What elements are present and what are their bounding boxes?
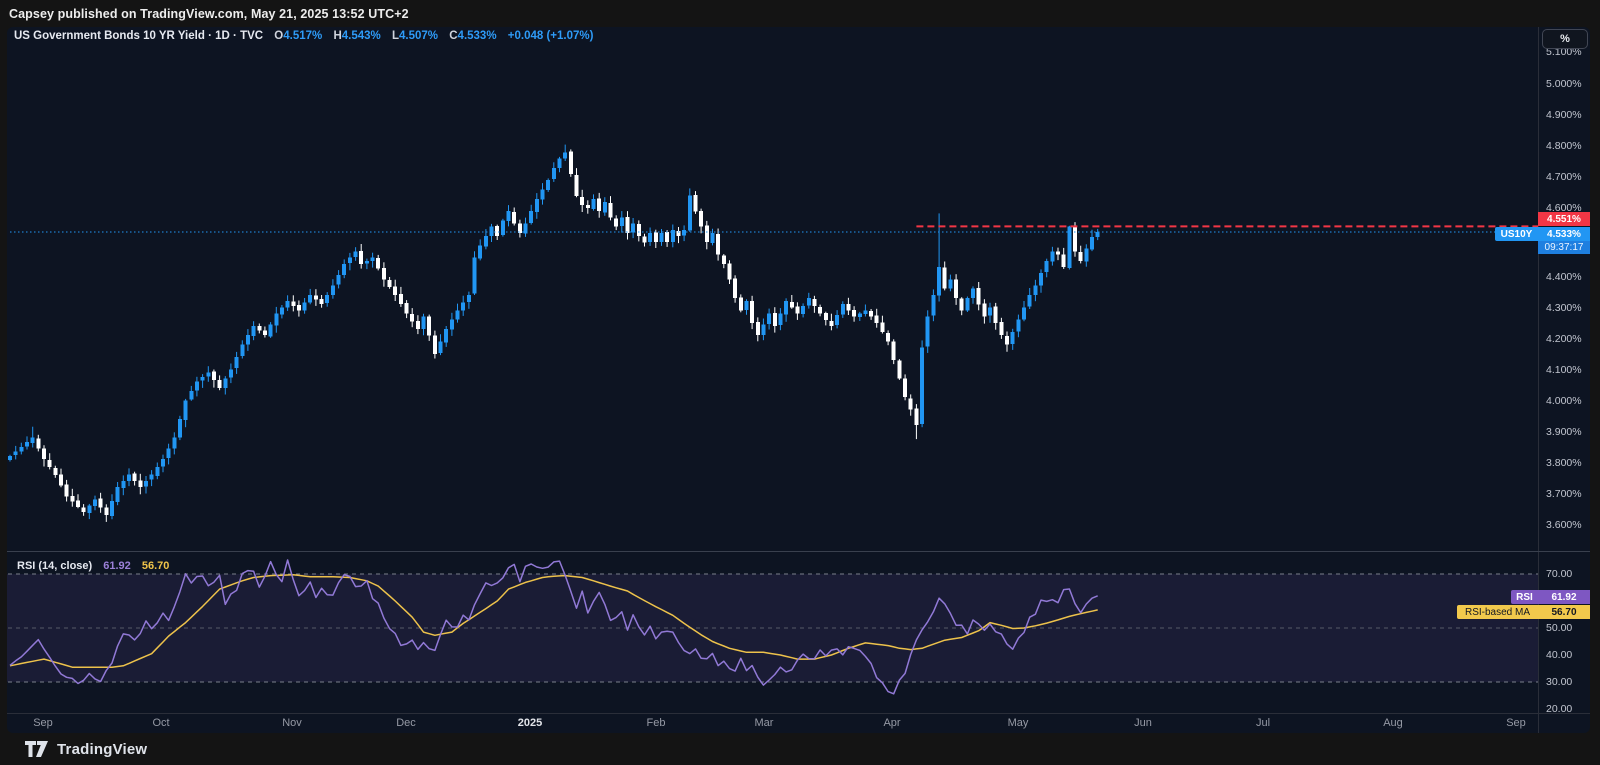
footer-bar: TradingView xyxy=(0,733,1600,765)
time-label: Feb xyxy=(646,717,666,729)
symbol-price-label: US10Y xyxy=(1495,227,1538,241)
time-label: Sep xyxy=(1506,717,1526,729)
price-scale-tick: 4.800% xyxy=(1546,140,1582,152)
price-scale[interactable]: 5.100% 5.000% 4.900% 4.800% 4.700% 4.600% 4.40… xyxy=(1539,27,1590,715)
rsi-legend[interactable]: RSI (14, close) 61.92 56.70 xyxy=(17,560,169,574)
price-scale-tick: 3.700% xyxy=(1546,488,1582,500)
tradingview-brand-text[interactable]: TradingView xyxy=(57,740,148,758)
attribution-bar: Capsey published on TradingView.com, May… xyxy=(0,0,1600,27)
rsi-scale-tick: 30.00 xyxy=(1546,676,1573,688)
time-label: Nov xyxy=(282,717,302,729)
rsi-legend-value: 61.92 xyxy=(103,560,131,572)
attribution-text: Capsey published on TradingView.com, May… xyxy=(9,6,409,21)
price-scale-tick: 3.900% xyxy=(1546,426,1582,438)
price-scale-tick: 4.300% xyxy=(1546,302,1582,314)
time-label: Apr xyxy=(883,717,901,729)
price-scale-tick: 5.100% xyxy=(1546,46,1582,58)
time-label: Jun xyxy=(1134,717,1152,729)
time-label: Dec xyxy=(396,717,416,729)
time-label: Oct xyxy=(152,717,170,729)
time-label-year: 2025 xyxy=(517,717,543,729)
rsi-ma-legend-value: 56.70 xyxy=(141,560,170,572)
price-chart-canvas[interactable] xyxy=(7,45,1538,556)
time-label: May xyxy=(1007,717,1029,729)
price-scale-tick: 4.400% xyxy=(1546,271,1582,283)
rsi-ma-tag-value: 56.70 xyxy=(1538,605,1590,619)
time-label: Mar xyxy=(754,717,774,729)
change-value: +0.048 (+1.07%) xyxy=(507,30,594,42)
rsi-scale-tick: 40.00 xyxy=(1546,649,1573,661)
price-scale-border xyxy=(1538,27,1539,733)
time-label: Aug xyxy=(1383,717,1403,729)
price-scale-tick: 3.600% xyxy=(1546,519,1582,531)
rsi-scale-tick: 70.00 xyxy=(1546,568,1573,580)
ohlc-high: H4.543% xyxy=(333,30,381,42)
chart-card: US Government Bonds 10 YR Yield · 1D · T… xyxy=(7,27,1590,733)
ohlc-low: L4.507% xyxy=(391,30,439,42)
symbol-title[interactable]: US Government Bonds 10 YR Yield xyxy=(14,30,205,42)
price-scale-tick: 4.000% xyxy=(1546,395,1582,407)
price-scale-tick: 4.100% xyxy=(1546,364,1582,376)
tradingview-logo-icon[interactable] xyxy=(25,741,48,757)
time-scale[interactable]: Sep Oct Nov Dec 2025 Feb Mar Apr May Jun Jul Aug Sep xyxy=(7,714,1590,733)
time-label: Sep xyxy=(33,717,53,729)
time-scale-border xyxy=(7,713,1590,714)
time-label: Jul xyxy=(1255,717,1271,729)
interval-label[interactable]: 1D xyxy=(215,30,230,42)
price-scale-tick: 4.700% xyxy=(1546,171,1582,183)
rsi-title[interactable]: RSI (14, close) xyxy=(17,560,93,572)
price-scale-tick: 3.800% xyxy=(1546,457,1582,469)
pane-separator[interactable] xyxy=(7,551,1590,552)
price-scale-tick: 4.200% xyxy=(1546,333,1582,345)
percent-scale-button[interactable]: % xyxy=(1542,29,1588,49)
last-price-tag: 4.533% xyxy=(1538,227,1590,241)
price-scale-tick: 4.600% xyxy=(1546,202,1582,214)
rsi-scale-tick: 20.00 xyxy=(1546,703,1573,715)
ohlc-close: C4.533% xyxy=(449,30,497,42)
rsi-ma-tag-label: RSI-based MA xyxy=(1457,605,1538,619)
bar-countdown: 09:37:17 xyxy=(1538,241,1590,254)
rsi-tag-label: RSI xyxy=(1511,590,1538,604)
symbol-header[interactable]: US Government Bonds 10 YR Yield · 1D · T… xyxy=(14,30,594,42)
resistance-price-tag: 4.551% xyxy=(1538,212,1590,226)
price-scale-tick: 4.900% xyxy=(1546,109,1582,121)
rsi-chart-canvas[interactable] xyxy=(7,552,1538,718)
ohlc-open: O4.517% xyxy=(274,30,323,42)
price-scale-tick: 5.000% xyxy=(1546,78,1582,90)
rsi-scale-tick: 50.00 xyxy=(1546,622,1573,634)
exchange-label: TVC xyxy=(240,30,264,42)
rsi-tag-value: 61.92 xyxy=(1538,590,1590,604)
